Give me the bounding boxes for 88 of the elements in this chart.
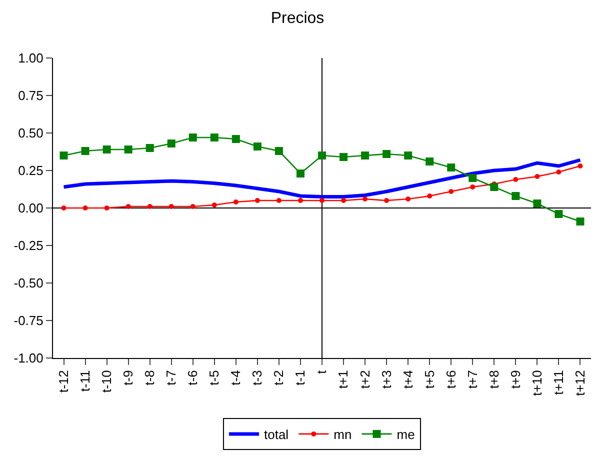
point bbox=[253, 142, 262, 150]
point bbox=[426, 158, 434, 166]
point bbox=[384, 198, 390, 203]
x-tick-label: t-1 bbox=[292, 370, 308, 386]
point bbox=[190, 204, 196, 209]
point bbox=[274, 147, 283, 155]
point bbox=[534, 174, 540, 179]
y-tick-label: -1.00 bbox=[14, 350, 44, 366]
point bbox=[556, 170, 562, 174]
x-tick-label: t+4 bbox=[400, 370, 416, 389]
x-tick-label: t+6 bbox=[443, 370, 458, 389]
x-tick-label: t+9 bbox=[508, 370, 523, 389]
point bbox=[404, 152, 412, 160]
x-tick-label: t+3 bbox=[378, 370, 394, 389]
x-tick-label: t-5 bbox=[206, 370, 222, 386]
y-tick-label: -0.75 bbox=[14, 313, 44, 328]
x-tick-label: t-2 bbox=[271, 370, 286, 386]
x-tick-label: t bbox=[314, 370, 330, 374]
point bbox=[81, 147, 90, 155]
x-tick-label: t-9 bbox=[120, 370, 136, 386]
point bbox=[61, 206, 66, 210]
point bbox=[296, 170, 304, 178]
point bbox=[210, 134, 218, 142]
point bbox=[513, 177, 518, 182]
legend-label: mn bbox=[334, 427, 352, 442]
x-tick-label: t+12 bbox=[572, 370, 588, 396]
point bbox=[340, 153, 348, 161]
point bbox=[447, 164, 456, 172]
point bbox=[124, 146, 132, 154]
point bbox=[512, 192, 520, 200]
point bbox=[362, 196, 368, 202]
point bbox=[427, 194, 432, 198]
x-tick-label: t+2 bbox=[357, 370, 372, 389]
line-series bbox=[62, 158, 582, 198]
point bbox=[320, 198, 324, 203]
point bbox=[578, 164, 583, 168]
point bbox=[146, 144, 154, 152]
x-tick-label: t-6 bbox=[185, 370, 200, 386]
point bbox=[382, 150, 391, 158]
point bbox=[276, 198, 282, 203]
legend-label: me bbox=[396, 427, 415, 442]
x-tick-label: t-11 bbox=[78, 370, 93, 392]
point bbox=[254, 198, 260, 203]
point bbox=[82, 206, 88, 210]
point bbox=[147, 204, 152, 209]
x-tick-label: t+11 bbox=[550, 370, 566, 395]
y-tick-label: 0.00 bbox=[18, 200, 44, 216]
x-tick-label: t-3 bbox=[250, 370, 265, 386]
y-tick-label: -0.50 bbox=[14, 276, 44, 291]
point bbox=[448, 189, 454, 194]
point bbox=[233, 200, 238, 204]
point bbox=[318, 152, 326, 160]
x-tick-label: t+5 bbox=[422, 370, 437, 389]
point bbox=[554, 210, 563, 218]
point bbox=[361, 152, 370, 160]
point bbox=[188, 134, 197, 142]
x-tick-label: t+10 bbox=[529, 370, 544, 396]
point bbox=[104, 206, 110, 210]
x-tick-label: t-4 bbox=[228, 370, 244, 386]
point bbox=[576, 218, 584, 226]
y-tick-label: -0.25 bbox=[14, 238, 44, 254]
point bbox=[406, 196, 411, 202]
point bbox=[470, 184, 476, 190]
legend-label: total bbox=[264, 427, 289, 442]
x-tick-label: t+8 bbox=[486, 370, 502, 389]
y-tick-label: 0.75 bbox=[18, 88, 44, 104]
point bbox=[468, 174, 477, 182]
point bbox=[490, 183, 498, 191]
point bbox=[102, 146, 111, 154]
point bbox=[167, 140, 176, 148]
point bbox=[60, 152, 68, 160]
x-tick-label: t-8 bbox=[142, 370, 158, 386]
x-tick-label: t+7 bbox=[464, 370, 480, 389]
chart-title: Precios bbox=[270, 10, 324, 28]
x-tick-label: t-10 bbox=[99, 370, 114, 393]
x-tick-label: t-12 bbox=[56, 370, 71, 393]
point bbox=[126, 204, 131, 209]
point bbox=[298, 198, 303, 203]
y-tick-label: 1.00 bbox=[18, 50, 44, 66]
point bbox=[232, 135, 240, 143]
point bbox=[212, 202, 217, 208]
x-tick-label: t-7 bbox=[164, 370, 179, 386]
x-tick-label: t+1 bbox=[336, 370, 351, 389]
y-tick-label: 0.50 bbox=[18, 126, 44, 141]
point bbox=[168, 204, 174, 209]
point bbox=[533, 200, 542, 208]
point bbox=[341, 198, 346, 203]
y-tick-label: 0.25 bbox=[18, 163, 44, 178]
